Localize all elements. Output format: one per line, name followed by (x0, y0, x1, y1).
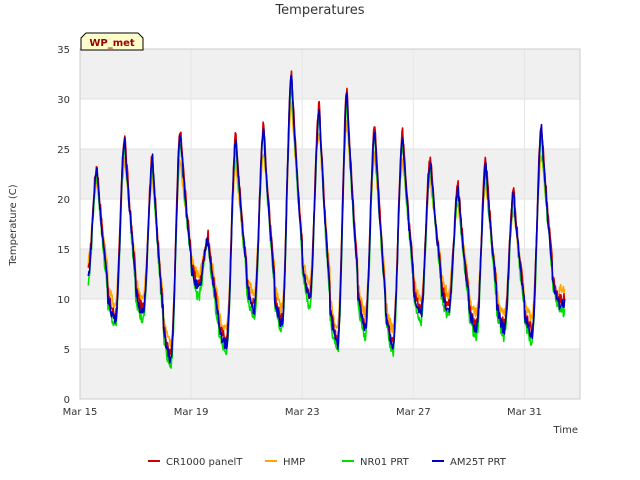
y-tick-label: 5 (64, 345, 70, 356)
y-axis-label: Temperature (C) (8, 184, 19, 266)
x-axis-ticks: Mar 15 Mar 19 Mar 23 Mar 27 Mar 31 (63, 407, 542, 418)
grid-lines (79, 48, 580, 400)
plot-area-frame (79, 48, 581, 400)
y-tick-label: 35 (57, 45, 70, 56)
x-tick-label: Mar 31 (507, 407, 542, 418)
legend-label: AM25T PRT (450, 457, 507, 468)
series-lines (87, 70, 566, 369)
y-tick-label: 10 (57, 295, 70, 306)
y-tick-label: 25 (57, 145, 70, 156)
grid-band (80, 49, 580, 99)
x-axis-label: Time (553, 425, 578, 436)
grid-band (80, 349, 580, 399)
y-tick-label: 15 (57, 245, 70, 256)
y-axis-ticks: 0 5 10 15 20 25 30 35 (57, 45, 70, 406)
y-tick-label: 30 (57, 95, 70, 106)
series-line-hmp (87, 101, 566, 348)
legend: CR1000 panelT HMP NR01 PRT AM25T PRT (148, 457, 507, 468)
series-line-cr1000-panelt (87, 70, 566, 358)
y-tick-label: 20 (57, 195, 70, 206)
x-tick-label: Mar 27 (396, 407, 431, 418)
legend-label: CR1000 panelT (166, 457, 243, 468)
station-label: WP_met (89, 38, 135, 49)
y-tick-label: 0 (64, 395, 70, 406)
legend-label: HMP (283, 457, 305, 468)
x-tick-label: Mar 15 (63, 407, 98, 418)
grid-band (80, 149, 580, 199)
station-badge: WP_met (80, 32, 144, 51)
legend-label: NR01 PRT (360, 457, 410, 468)
x-tick-label: Mar 23 (285, 407, 320, 418)
background-bands (80, 49, 580, 399)
x-tick-label: Mar 19 (174, 407, 209, 418)
chart-title: Temperatures (274, 3, 364, 18)
series-line-am25t-prt (87, 75, 566, 364)
